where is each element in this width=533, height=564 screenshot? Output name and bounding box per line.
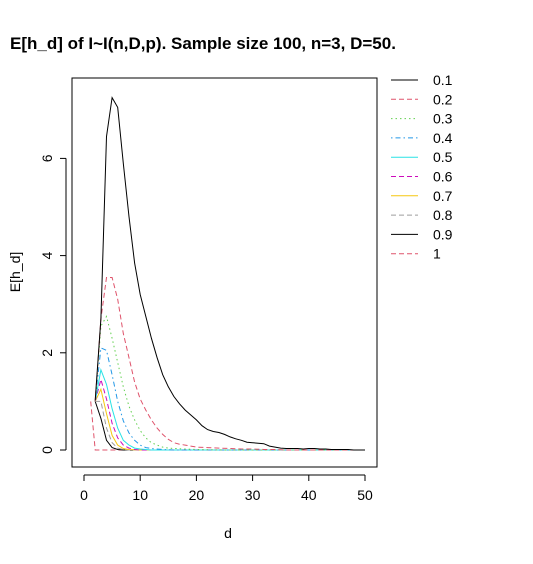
y-axis-label: E[h_d] [7,252,23,292]
y-tick-label: 6 [39,154,55,162]
series-line-0-3 [94,315,365,451]
legend-label: 0.3 [433,111,453,127]
y-axis: 0 2 4 6 [39,154,67,454]
legend: 0.1 0.2 0.3 0.4 0.5 0.6 0.7 0.8 0.9 1 [391,72,453,262]
x-tick-label: 40 [301,487,317,503]
x-axis: 0 10 20 30 40 50 [80,474,373,503]
series-line-1 [90,401,365,451]
x-tick-label: 10 [132,487,148,503]
y-tick-label: 0 [39,446,55,454]
legend-label: 0.6 [433,169,453,185]
plot-frame [71,77,378,468]
series-line-0-6 [94,377,365,451]
x-tick-label: 20 [189,487,205,503]
x-tick-label: 30 [245,487,261,503]
legend-label: 0.1 [433,72,453,88]
series-line-0-2 [94,277,365,451]
legend-label: 0.7 [433,188,453,204]
legend-label: 0.4 [433,130,453,146]
legend-label: 0.8 [433,207,453,223]
legend-label: 0.9 [433,226,453,242]
legend-label: 0.5 [433,149,453,165]
series-layer [90,96,365,451]
y-tick-label: 4 [39,251,55,259]
series-line-0-4 [94,347,365,451]
series-line-0-5 [94,367,365,451]
series-line-0-1 [94,96,365,451]
legend-label: 0.2 [433,91,453,107]
series-line-0-8 [95,400,365,451]
x-tick-label: 50 [357,487,373,503]
x-tick-label: 0 [80,487,88,503]
x-axis-label: d [224,525,232,541]
legend-label: 1 [433,246,441,262]
chart-title: E[h_d] of I~I(n,D,p). Sample size 100, n… [10,34,396,53]
y-tick-label: 2 [39,349,55,357]
series-line-0-9 [94,401,365,451]
